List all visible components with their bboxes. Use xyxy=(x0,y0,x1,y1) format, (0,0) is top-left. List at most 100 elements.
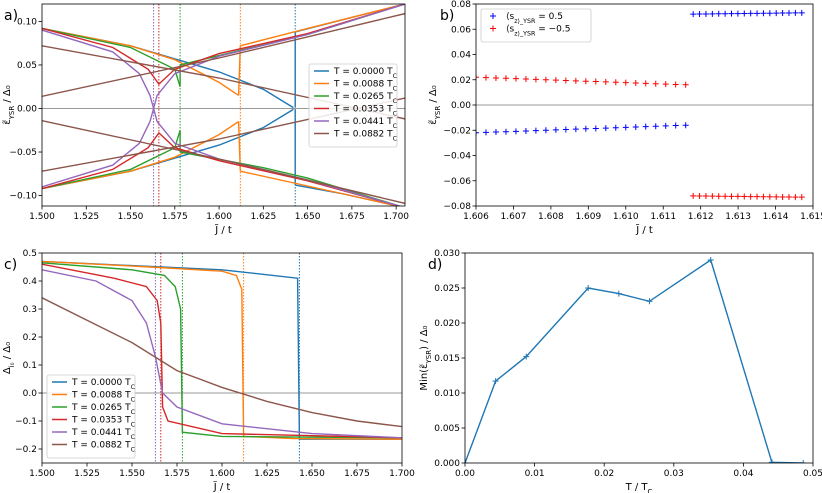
data-point xyxy=(612,79,619,86)
data-point xyxy=(542,76,549,83)
series-line xyxy=(240,170,401,206)
text-part: T = 0.0000 T xyxy=(333,67,393,77)
text-part: / Δ₀ xyxy=(2,85,13,106)
x-tick-label: 1.625 xyxy=(250,212,276,222)
panel-label: a) xyxy=(4,8,18,24)
y-tick-label: 0.1 xyxy=(23,361,37,371)
data-point xyxy=(615,290,622,297)
y-tick-label: 0.020 xyxy=(434,319,460,329)
series-line xyxy=(42,120,239,190)
y-tick-label: 0.10 xyxy=(17,17,37,27)
x-tick-label: 1.613 xyxy=(725,212,751,222)
data-point xyxy=(602,78,609,85)
legend: T = 0.0000 TCT = 0.0088 TCT = 0.0265 TCT… xyxy=(46,374,136,459)
data-point xyxy=(582,78,589,85)
series-line xyxy=(237,45,241,96)
data-point xyxy=(747,193,754,200)
plot-area xyxy=(476,9,813,201)
text-part: = −0.5 xyxy=(535,25,570,35)
legend-box xyxy=(480,8,592,43)
y-tick-label: 0.025 xyxy=(434,284,460,294)
data-point xyxy=(632,79,639,86)
x-tick-label: 0.02 xyxy=(594,469,614,479)
data-point xyxy=(622,124,629,131)
legend-entry: T = 0.0088 TC xyxy=(71,391,136,404)
panel-0: 1.500 1.525 1.550 1.575 1.600 1.625 1.650 1.675… xyxy=(1,3,409,236)
text-part: C xyxy=(131,409,136,416)
data-point xyxy=(482,74,489,81)
text-part: T = 0.0882 T xyxy=(333,130,393,140)
data-point xyxy=(572,126,579,133)
data-point xyxy=(652,123,659,130)
y-axis-label: Δi₀ / Δ₀ xyxy=(2,342,16,374)
y-tick-label: −0.2 xyxy=(15,445,37,455)
data-point xyxy=(642,123,649,130)
data-point xyxy=(722,193,729,200)
data-point xyxy=(702,193,709,200)
text-part: J̃ / t xyxy=(214,223,232,236)
data-point xyxy=(502,128,509,135)
data-point xyxy=(522,76,529,83)
x-tick-label: 1.610 xyxy=(613,212,639,222)
legend-entry: T = 0.0265 TC xyxy=(71,403,136,416)
data-point xyxy=(696,192,703,199)
data-point xyxy=(728,10,735,17)
x-tick-label: 1.700 xyxy=(383,212,409,222)
y-tick-label: 0.05 xyxy=(17,61,37,71)
y-tick-label: −0.08 xyxy=(443,202,471,212)
panel-3: 0.00 0.01 0.02 0.03 0.04 0.05 0.000 0.005 0.010 0… xyxy=(418,249,822,493)
y-tick-label: −0.10 xyxy=(9,192,37,202)
data-point xyxy=(672,122,679,129)
data-point xyxy=(512,75,519,82)
data-point xyxy=(572,77,579,84)
text-part: C xyxy=(131,434,136,441)
data-point xyxy=(798,9,805,16)
text-part: T = 0.0265 T xyxy=(71,403,131,413)
data-point xyxy=(773,10,780,17)
text-part: C xyxy=(131,396,136,403)
x-tick-label: 1.575 xyxy=(162,212,188,222)
x-axis-label: J̃ / t xyxy=(213,480,231,493)
y-tick-label: 0.005 xyxy=(434,424,460,434)
text-part: T = 0.0882 T xyxy=(71,441,131,451)
panel-label: d) xyxy=(428,257,442,273)
text-part: i₀ xyxy=(8,362,16,367)
panel-1: 1.606 1.607 1.608 1.609 1.610 1.611 1.612 1.613… xyxy=(427,0,822,236)
text-part: C xyxy=(393,85,398,92)
text-part: / Δ₀ xyxy=(2,342,13,363)
legend-marker xyxy=(490,13,496,19)
data-point xyxy=(552,77,559,84)
y-tick-label: 0.00 xyxy=(17,104,37,114)
series-line xyxy=(42,12,405,97)
y-axis-label: ε̃YSR / Δ₀ xyxy=(1,85,16,125)
data-point xyxy=(766,193,773,200)
data-point xyxy=(696,11,703,18)
y-tick-label: −0.04 xyxy=(443,152,471,162)
data-point xyxy=(492,378,499,385)
data-point xyxy=(542,127,549,134)
series-line xyxy=(42,260,402,440)
data-point xyxy=(585,285,592,291)
series-line xyxy=(179,151,402,206)
text-part: C xyxy=(131,421,136,428)
x-tick-label: 1.675 xyxy=(339,212,365,222)
legend-entry: T = 0.0000 TC xyxy=(71,378,136,391)
x-tick-label: 1.615 xyxy=(800,212,822,222)
data-point xyxy=(592,78,599,85)
data-point xyxy=(800,460,807,463)
y-tick-label: −0.02 xyxy=(443,126,471,136)
legend-entry: T = 0.0353 TC xyxy=(333,105,398,118)
data-point xyxy=(492,74,499,81)
x-axis-label: J̃ / t xyxy=(635,223,653,236)
y-axis-label: Min(ε̃YSR) / Δ₀ xyxy=(418,325,433,390)
x-tick-label: 1.575 xyxy=(164,469,190,479)
text-part: T = 0.0353 T xyxy=(333,105,393,115)
axes-frame xyxy=(41,3,406,207)
panel-2: 1.500 1.525 1.550 1.575 1.600 1.625 1.650 1.675… xyxy=(2,249,415,493)
x-tick-label: 1.600 xyxy=(209,469,235,479)
data-point xyxy=(798,194,805,201)
text-part: z⟩_YSR xyxy=(514,18,536,25)
x-tick-label: 1.607 xyxy=(501,212,527,222)
series-line xyxy=(42,27,239,96)
data-point xyxy=(642,80,649,87)
